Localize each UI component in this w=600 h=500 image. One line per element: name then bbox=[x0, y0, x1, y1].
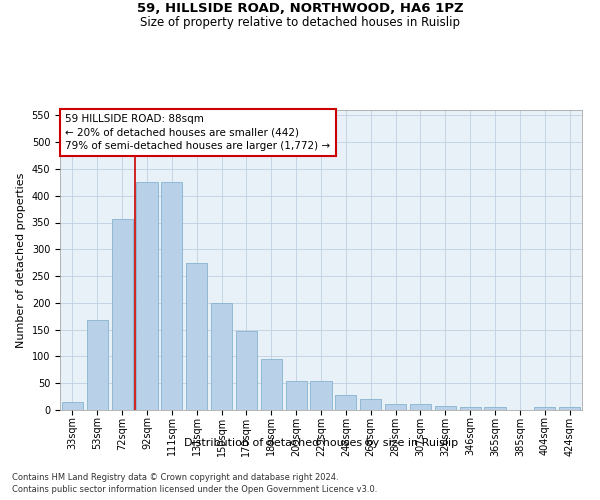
Bar bbox=[136, 182, 158, 410]
Text: Size of property relative to detached houses in Ruislip: Size of property relative to detached ho… bbox=[140, 16, 460, 29]
Bar bbox=[310, 380, 332, 410]
Bar bbox=[236, 330, 257, 410]
Bar bbox=[211, 303, 232, 410]
Bar bbox=[186, 262, 207, 410]
Text: 59, HILLSIDE ROAD, NORTHWOOD, HA6 1PZ: 59, HILLSIDE ROAD, NORTHWOOD, HA6 1PZ bbox=[137, 2, 463, 16]
Bar bbox=[435, 406, 456, 410]
Bar bbox=[534, 408, 555, 410]
Bar bbox=[112, 219, 133, 410]
Bar bbox=[360, 400, 381, 410]
Bar bbox=[335, 395, 356, 410]
Bar bbox=[286, 380, 307, 410]
Bar bbox=[460, 408, 481, 410]
Bar bbox=[161, 182, 182, 410]
Bar bbox=[410, 404, 431, 410]
Bar bbox=[484, 408, 506, 410]
Bar bbox=[559, 408, 580, 410]
Text: 59 HILLSIDE ROAD: 88sqm
← 20% of detached houses are smaller (442)
79% of semi-d: 59 HILLSIDE ROAD: 88sqm ← 20% of detache… bbox=[65, 114, 331, 151]
Y-axis label: Number of detached properties: Number of detached properties bbox=[16, 172, 26, 348]
Bar bbox=[385, 404, 406, 410]
Bar bbox=[62, 402, 83, 410]
Text: Contains HM Land Registry data © Crown copyright and database right 2024.: Contains HM Land Registry data © Crown c… bbox=[12, 472, 338, 482]
Bar bbox=[87, 320, 108, 410]
Text: Contains public sector information licensed under the Open Government Licence v3: Contains public sector information licen… bbox=[12, 485, 377, 494]
Bar bbox=[261, 359, 282, 410]
Text: Distribution of detached houses by size in Ruislip: Distribution of detached houses by size … bbox=[184, 438, 458, 448]
